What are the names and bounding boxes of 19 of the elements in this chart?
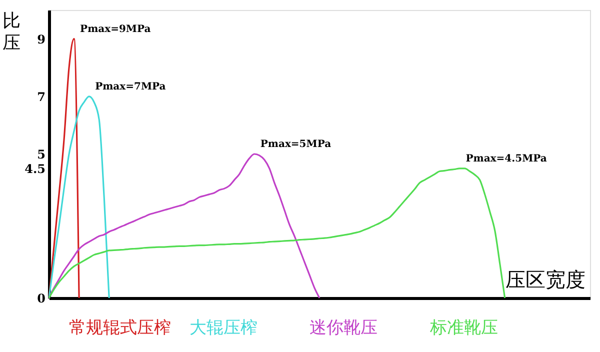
y-axis-title: 比压	[2, 10, 20, 54]
y-tick-label: 4.5	[24, 162, 46, 176]
y-tick-label: 7	[37, 90, 46, 104]
line-series	[48, 153, 320, 299]
series-label: 迷你靴压	[310, 318, 378, 338]
y-tick-label: 9	[37, 32, 46, 46]
line-series	[48, 38, 80, 299]
series-label: 常规辊式压榨	[69, 318, 171, 338]
y-tick-label: 5	[37, 148, 46, 162]
line-series	[48, 96, 110, 299]
annotation: Pmax=9MPa	[80, 24, 152, 35]
y-tick-label: 0	[37, 292, 46, 306]
annotation: Pmax=5MPa	[260, 139, 332, 150]
text: 大辊压榨	[189, 318, 258, 338]
x-axis-title: 压区宽度	[506, 268, 586, 292]
annotation: Pmax=7MPa	[95, 81, 166, 92]
annotation: Pmax=4.5MPa	[466, 153, 548, 164]
series-label: 标准靴压	[428, 318, 498, 338]
line-series	[48, 168, 506, 299]
